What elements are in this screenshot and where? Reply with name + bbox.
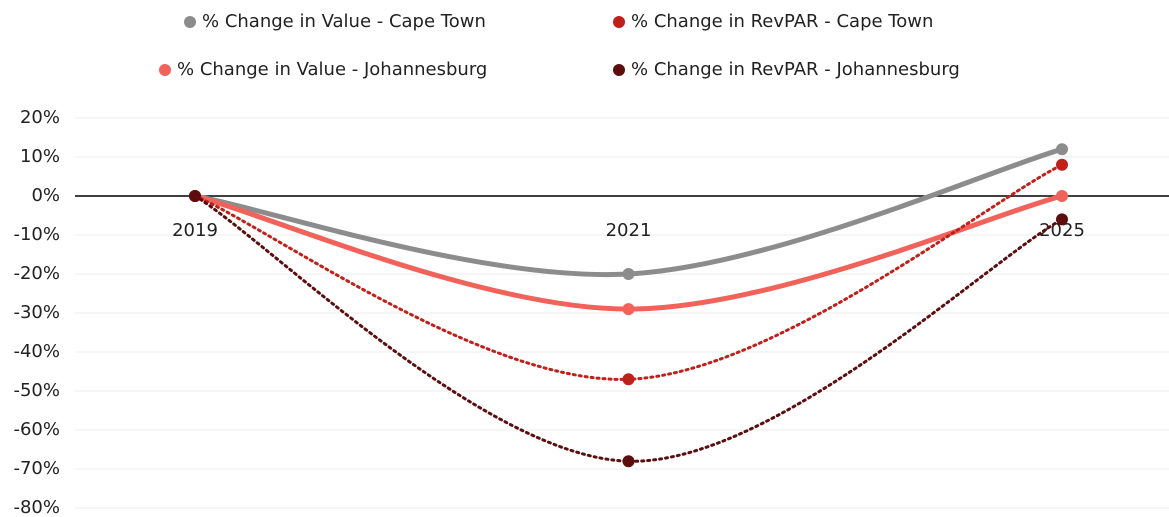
data-point	[189, 190, 201, 202]
data-point	[1056, 158, 1068, 171]
x-tick-label: 2021	[606, 220, 652, 241]
data-point	[1056, 190, 1068, 202]
y-tick-label: -10%	[13, 224, 60, 245]
data-point	[1056, 213, 1068, 226]
legend-marker	[613, 16, 625, 28]
y-tick-label: -50%	[13, 380, 60, 401]
legend-label: % Change in Value - Johannesburg	[177, 59, 487, 80]
y-tick-label: -30%	[13, 302, 60, 323]
y-tick-label: 0%	[31, 185, 60, 206]
legend-label: % Change in RevPAR - Johannesburg	[631, 59, 960, 80]
data-point	[622, 303, 635, 316]
legend-label: % Change in Value - Cape Town	[202, 11, 486, 32]
series-line	[192, 193, 1065, 312]
y-tick-label: -70%	[13, 458, 60, 479]
legend-marker	[184, 16, 196, 28]
y-tick-label: -60%	[13, 419, 60, 440]
y-tick-label: -20%	[13, 263, 60, 284]
data-point	[622, 268, 635, 280]
series-line	[192, 146, 1065, 278]
legend-marker	[613, 64, 625, 76]
y-tick-label: 10%	[20, 146, 60, 167]
data-point	[1056, 143, 1068, 156]
legend-label: % Change in RevPAR - Cape Town	[631, 11, 933, 32]
data-point	[622, 373, 635, 386]
legend-marker	[159, 64, 171, 76]
y-tick-label: -40%	[13, 341, 60, 362]
data-point	[622, 455, 635, 468]
y-tick-label: -80%	[13, 497, 60, 517]
y-tick-label: 20%	[20, 107, 60, 128]
x-tick-label: 2019	[172, 220, 218, 241]
